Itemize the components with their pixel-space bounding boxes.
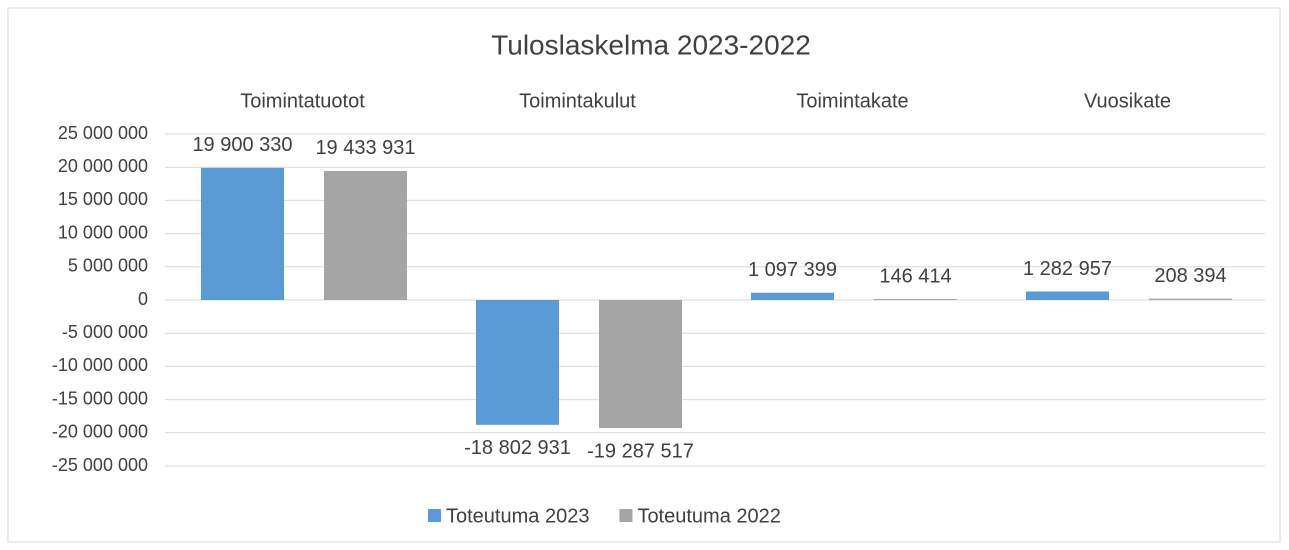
- bar: [476, 300, 559, 425]
- data-label: 208 394: [1154, 265, 1226, 287]
- data-label: 19 900 330: [192, 134, 292, 156]
- bar: [1026, 291, 1109, 300]
- y-tick-label: -20 000 000: [52, 422, 148, 442]
- bar: [201, 167, 284, 300]
- category-label: Toimintatuotot: [240, 90, 365, 112]
- category-label: Toimintakate: [796, 90, 908, 112]
- category-label: Vuosikate: [1084, 90, 1171, 112]
- y-tick-label: -10 000 000: [52, 355, 148, 375]
- legend-swatch: [428, 509, 441, 522]
- data-label: -19 287 517: [587, 440, 694, 462]
- bar: [751, 292, 834, 300]
- y-tick-label: -5 000 000: [62, 322, 148, 342]
- bar: [874, 299, 957, 300]
- y-tick-label: 20 000 000: [58, 156, 148, 176]
- data-label: -18 802 931: [464, 437, 571, 459]
- legend-swatch: [619, 509, 633, 522]
- y-tick-label: 5 000 000: [68, 256, 148, 276]
- y-tick-label: 10 000 000: [58, 222, 148, 242]
- legend-label: Toteutuma 2022: [637, 505, 780, 527]
- y-tick-label: 25 000 000: [58, 123, 148, 143]
- data-label: 146 414: [879, 265, 951, 287]
- bar: [1149, 298, 1232, 300]
- category-label: Toimintakulut: [519, 90, 636, 112]
- bar: [324, 170, 407, 300]
- bar: [599, 300, 682, 429]
- y-tick-label: -25 000 000: [52, 455, 148, 475]
- data-label: 19 433 931: [315, 137, 415, 159]
- chart-title: Tuloslaskelma 2023-2022: [491, 29, 811, 60]
- legend-label: Toteutuma 2023: [446, 505, 589, 527]
- data-label: 1 282 957: [1023, 258, 1112, 280]
- y-tick-label: 0: [138, 289, 148, 309]
- y-tick-label: -15 000 000: [52, 388, 148, 408]
- data-label: 1 097 399: [748, 259, 837, 281]
- y-tick-label: 15 000 000: [58, 189, 148, 209]
